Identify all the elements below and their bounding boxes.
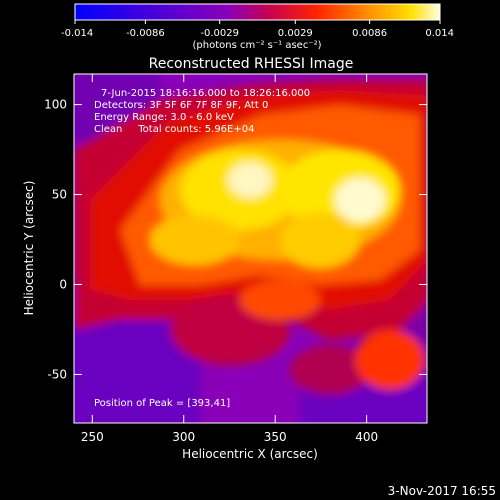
- colorbar-tick-label: -0.014: [61, 28, 93, 39]
- clean-counts-annotation: Clean Total counts: 5.96E+04: [94, 124, 254, 135]
- y-tick-label: -50: [47, 367, 67, 381]
- x-axis: 250 300 350 400: [81, 74, 378, 444]
- colorbar-tick-label: 0.0029: [278, 28, 313, 39]
- colorbar-tick-label: 0.0086: [352, 28, 387, 39]
- chart-title: Reconstructed RHESSI Image: [149, 56, 354, 72]
- colorbar-border: [74, 3, 441, 21]
- y-tick-label: 100: [44, 98, 67, 112]
- plot-frame: [73, 73, 428, 424]
- colorbar-unit-label: (photons cm⁻² s⁻¹ asec⁻²): [192, 40, 321, 51]
- y-axis: -50 0 50 100: [44, 98, 427, 381]
- y-axis-label: Heliocentric Y (arcsec): [22, 181, 36, 316]
- x-tick-label: 350: [264, 430, 287, 444]
- y-tick-label: 0: [59, 277, 67, 291]
- y-tick-label: 50: [52, 188, 67, 202]
- colorbar-gradient: [75, 4, 440, 20]
- energy-range-annotation: Energy Range: 3.0 - 6.0 keV: [94, 112, 234, 123]
- colorbar-tick-label: -0.0086: [126, 28, 165, 39]
- x-tick-label: 300: [172, 430, 195, 444]
- x-axis-label: Heliocentric X (arcsec): [182, 447, 318, 461]
- x-tick-label: 250: [81, 430, 104, 444]
- peak-position-annotation: Position of Peak = [393,41]: [94, 398, 230, 409]
- footer-date: 3-Nov-2017 16:55: [388, 484, 496, 498]
- x-tick-label: 400: [355, 430, 378, 444]
- colorbar-tick-label: 0.014: [425, 28, 454, 39]
- colorbar: -0.014 -0.0086 -0.0029 0.0029 0.0086 0.014 (p…: [61, 3, 454, 51]
- heatmap-image: [74, 74, 427, 423]
- time-range-annotation: 7-Jun-2015 18:16:16.000 to 18:26:16.000: [101, 88, 310, 99]
- colorbar-tick-label: -0.0029: [200, 28, 239, 39]
- annotations: 7-Jun-2015 18:16:16.000 to 18:26:16.000 …: [94, 88, 310, 409]
- detectors-annotation: Detectors: 3F 5F 6F 7F 8F 9F, Att 0: [94, 100, 268, 111]
